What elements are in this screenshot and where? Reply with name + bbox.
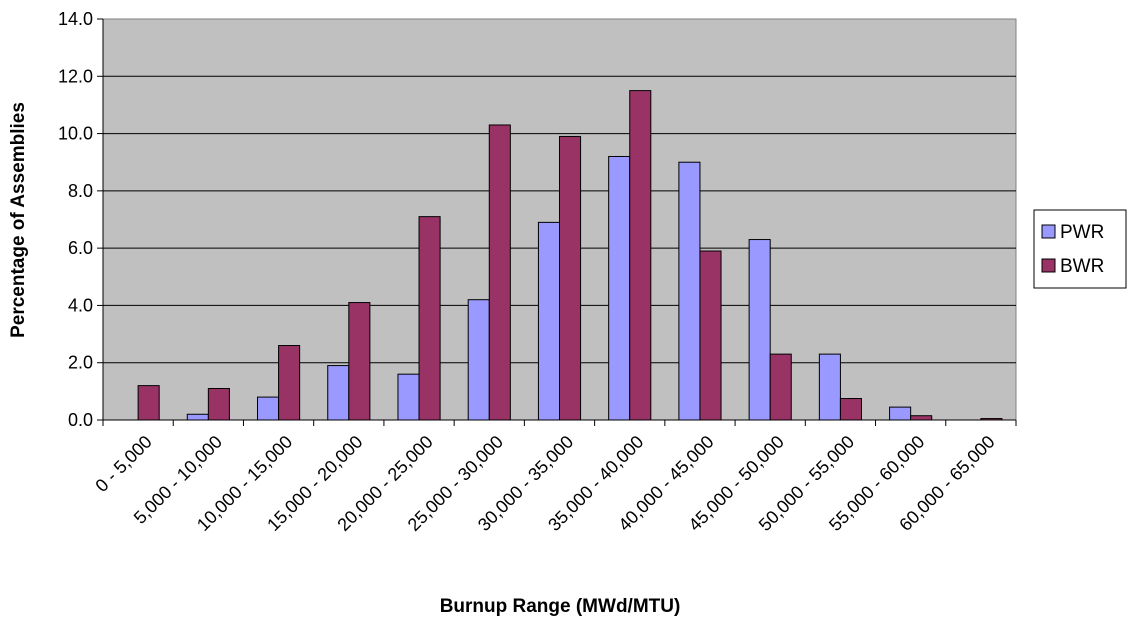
legend-label-pwr: PWR xyxy=(1060,222,1104,243)
bar-pwr xyxy=(748,239,771,421)
bar-pwr xyxy=(889,406,912,421)
y-tick-label: 10.0 xyxy=(58,124,93,144)
bar-pwr xyxy=(257,396,280,421)
bar-pwr xyxy=(537,221,561,421)
bar-bwr xyxy=(207,387,230,421)
bar-pwr xyxy=(467,299,490,421)
bar-bwr xyxy=(348,302,371,421)
y-tick-label: 0.0 xyxy=(68,410,93,430)
bar-pwr xyxy=(608,155,631,421)
y-tick-label: 8.0 xyxy=(68,181,93,201)
y-tick-label: 14.0 xyxy=(58,9,93,29)
x-axis-title: Burnup Range (MWd/MTU) xyxy=(440,596,681,617)
bar-bwr xyxy=(488,124,511,421)
bar-bwr xyxy=(839,398,862,421)
bar-bwr xyxy=(980,418,1003,421)
y-axis-title: Percentage of Assemblies xyxy=(8,102,29,338)
bar-bwr xyxy=(418,216,441,421)
legend: PWR BWR xyxy=(1033,209,1127,289)
bar-pwr xyxy=(327,365,350,421)
legend-box xyxy=(1033,209,1127,289)
bar-bwr xyxy=(629,90,652,421)
bar-bwr xyxy=(910,415,933,421)
bar-pwr xyxy=(186,413,209,421)
bar-pwr xyxy=(818,353,841,421)
legend-swatch-pwr xyxy=(1041,224,1056,239)
y-tick-label: 12.0 xyxy=(58,66,93,86)
bar-pwr xyxy=(678,161,701,421)
bar-pwr xyxy=(397,373,420,421)
legend-swatch-bwr xyxy=(1041,258,1056,273)
x-tick-label: 0 - 5,000 xyxy=(91,432,155,496)
y-tick-label: 2.0 xyxy=(68,353,93,373)
y-tick-label: 4.0 xyxy=(68,295,93,315)
bar-bwr xyxy=(769,353,792,421)
bar-bwr xyxy=(699,250,722,421)
bar-bwr xyxy=(137,385,160,421)
bar-bwr xyxy=(278,345,301,421)
y-tick-label: 6.0 xyxy=(68,238,93,258)
legend-label-bwr: BWR xyxy=(1060,256,1104,277)
bar-bwr xyxy=(559,135,582,421)
